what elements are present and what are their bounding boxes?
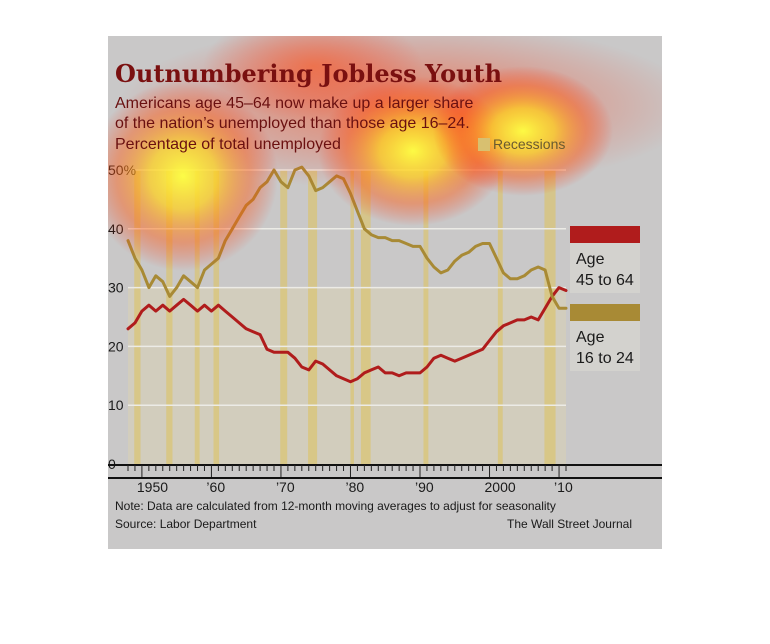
x-tick-label-6: ’10 bbox=[554, 479, 573, 495]
plot-wash bbox=[128, 287, 566, 464]
legend: Age 45 to 64 Age 16 to 24 bbox=[570, 226, 640, 371]
recession-band-1 bbox=[166, 170, 173, 464]
x-tick-label-4: ’90 bbox=[415, 479, 434, 495]
legend-box-1 bbox=[570, 321, 640, 371]
recession-band-6 bbox=[350, 170, 354, 464]
legend-swatch-0 bbox=[570, 226, 640, 243]
legend-label-0-line-1: Age bbox=[576, 251, 605, 268]
recession-bands bbox=[128, 170, 566, 464]
chart-source: Source: Labor Department bbox=[115, 517, 257, 531]
legend-box-0 bbox=[570, 243, 640, 293]
recession-band-10 bbox=[544, 170, 556, 464]
x-tick-label-2: ’70 bbox=[276, 479, 295, 495]
chart-title: Outnumbering Jobless Youth bbox=[115, 59, 502, 88]
chart-credit: The Wall Street Journal bbox=[507, 517, 632, 531]
chart-subtitle-line-2: of the nation’s unemployed than those ag… bbox=[115, 115, 470, 132]
heatmap-overlay bbox=[108, 36, 662, 271]
recession-band-9 bbox=[497, 170, 503, 464]
recession-band-5 bbox=[308, 170, 318, 464]
x-tick-label-3: ’80 bbox=[345, 479, 364, 495]
recession-band-8 bbox=[423, 170, 429, 464]
x-tick-label-0: 1950 bbox=[137, 479, 168, 495]
recessions-legend-label: Recessions bbox=[493, 136, 565, 152]
legend-label-0-line-2: 45 to 64 bbox=[576, 272, 634, 289]
recession-band-4 bbox=[280, 170, 288, 464]
x-tick-label-1: ’60 bbox=[206, 479, 225, 495]
legend-label-1-line-2: 16 to 24 bbox=[576, 350, 634, 367]
series-line-0 bbox=[126, 286, 568, 384]
chart-note: Note: Data are calculated from 12-month … bbox=[115, 499, 556, 513]
legend-label-1-line-1: Age bbox=[576, 329, 605, 346]
x-axis: 1950 ’60 ’70 ’80 ’90 2000 ’10 bbox=[108, 464, 662, 495]
recession-band-3 bbox=[213, 170, 220, 464]
y-tick-label-3: 30 bbox=[108, 280, 124, 296]
recessions-legend-swatch bbox=[478, 138, 490, 151]
chart-subtitle-line-3: Percentage of total unemployed bbox=[115, 136, 341, 153]
recession-band-2 bbox=[194, 170, 200, 464]
recession-band-7 bbox=[360, 170, 371, 464]
y-tick-label-2: 20 bbox=[108, 338, 124, 354]
chart-subtitle-line-1: Americans age 45–64 now make up a larger… bbox=[115, 95, 474, 112]
legend-swatch-1 bbox=[570, 304, 640, 321]
x-tick-label-5: 2000 bbox=[485, 479, 516, 495]
y-tick-label-1: 10 bbox=[108, 397, 124, 413]
